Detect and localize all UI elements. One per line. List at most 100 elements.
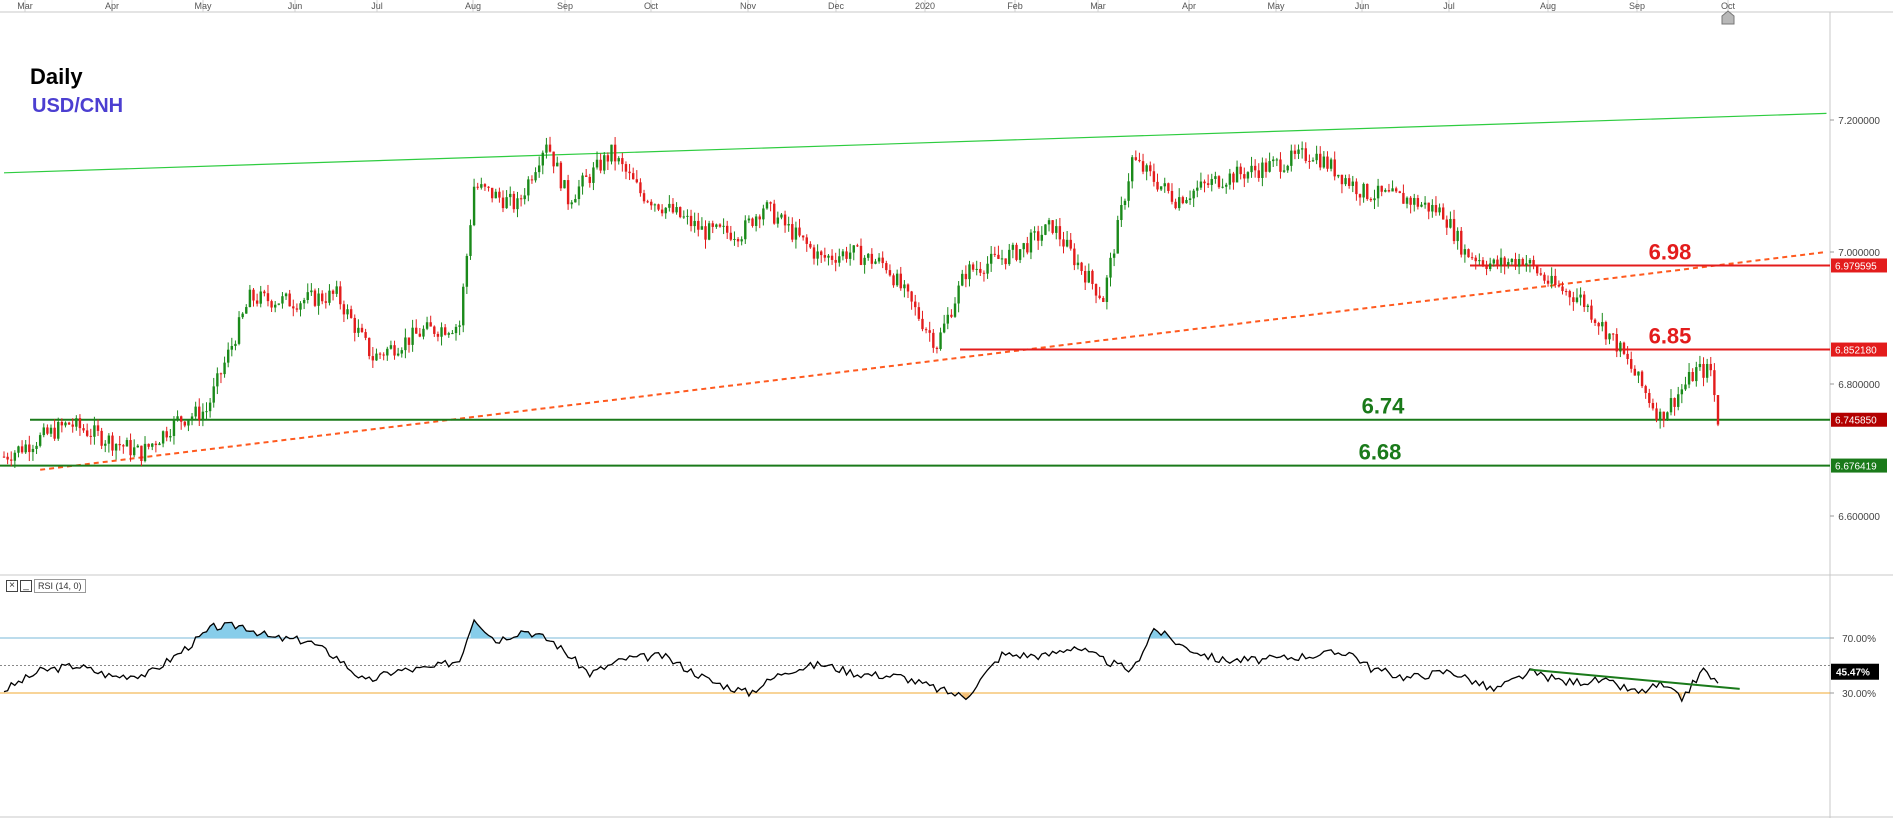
candle-body [1347,178,1351,186]
candle-body [1557,285,1561,287]
candle-body [1069,239,1072,249]
candle-body [274,304,277,308]
candle-body [707,223,711,240]
candle-body [1105,277,1109,302]
candle-body [932,332,935,348]
candle-body [1297,149,1300,154]
candle-body [1373,198,1376,201]
candle-body [317,293,320,306]
candle-body [1405,197,1409,204]
candle-body [382,354,385,356]
candle-body [1438,207,1441,213]
candle-body [324,301,328,303]
candle-body [1648,392,1651,403]
candle-body [1214,176,1217,179]
candle-body [942,323,946,333]
candle-body [773,203,776,224]
candle-body [179,416,183,422]
minimize-indicator-button[interactable]: _ [20,580,32,592]
candle-body [617,158,620,162]
price-axis-tag [1831,458,1887,473]
candle-body [1022,243,1025,250]
candle-body [1351,181,1354,186]
candle-body [993,253,996,255]
candle-body [1586,305,1590,307]
rsi-tick-label: 30.00% [1842,689,1876,700]
candle-body [1228,173,1232,185]
candle-body [1272,159,1275,162]
candle-body [1376,185,1380,199]
candle-body [798,227,801,236]
candle-body [1188,198,1192,200]
candle-body [357,327,360,333]
candle-body [1008,249,1011,265]
x-tick-label: Feb [1007,1,1023,11]
candle-body [769,202,772,204]
candle-body [780,214,783,218]
candle-body [519,198,523,200]
candle-body [1449,218,1452,228]
candle-body [914,301,917,308]
candle-body [1687,371,1691,385]
candle-body [1525,263,1528,266]
candle-body [284,293,288,297]
candle-body [1246,172,1250,179]
candle-body [1394,188,1398,192]
candle-body [845,251,848,259]
candle-body [1311,160,1315,162]
candle-body [961,273,964,286]
candle-body [1058,226,1062,240]
candle-body [1633,368,1637,376]
rsi-falling-trendline [1529,668,1740,690]
candle-body [1217,176,1221,188]
candle-body [60,422,64,426]
rsi-indicator-tag: × _ RSI (14, 0) [6,579,86,593]
candle-body [574,199,577,203]
candle-body [1695,367,1698,382]
candle-body [107,435,111,444]
candle-body [791,224,794,240]
candle-body [1669,398,1673,413]
candle-body [1358,194,1362,198]
candle-body [53,427,56,439]
candle-body [1637,371,1640,376]
x-tick-label: Mar [1090,1,1106,11]
candle-body [1662,411,1665,421]
candle-body [183,421,187,426]
candle-body [349,309,353,318]
candle-body [208,402,212,412]
candle-body [718,224,722,227]
candle-body [877,257,881,262]
candle-body [899,273,902,289]
candle-body [859,245,863,265]
close-indicator-button[interactable]: × [6,580,18,592]
candle-body [10,459,13,461]
rsi-overbought-fill [195,622,279,638]
x-tick-label: Aug [1540,1,1556,11]
candle-body [1488,263,1492,270]
level-label-bg [1646,323,1694,348]
candle-body [1413,198,1416,205]
candle-body [631,173,635,180]
candle-body [1210,178,1213,185]
candle-body [433,326,436,334]
candle-body [71,424,74,427]
candle-body [270,301,273,308]
candle-body [1702,363,1705,378]
candle-body [1159,186,1163,190]
candle-body [1366,183,1369,199]
candle-body [122,445,125,447]
candle-body [1315,153,1318,161]
candle-body [1326,156,1329,169]
candle-body [986,263,989,274]
candle-body [24,444,27,453]
candle-body [212,386,215,403]
candle-body [1181,197,1185,204]
candle-body [671,203,675,213]
candle-body [169,435,172,438]
candle-body [346,309,349,315]
candle-body [1333,159,1336,177]
candle-body [686,215,689,217]
candle-body [129,440,132,456]
